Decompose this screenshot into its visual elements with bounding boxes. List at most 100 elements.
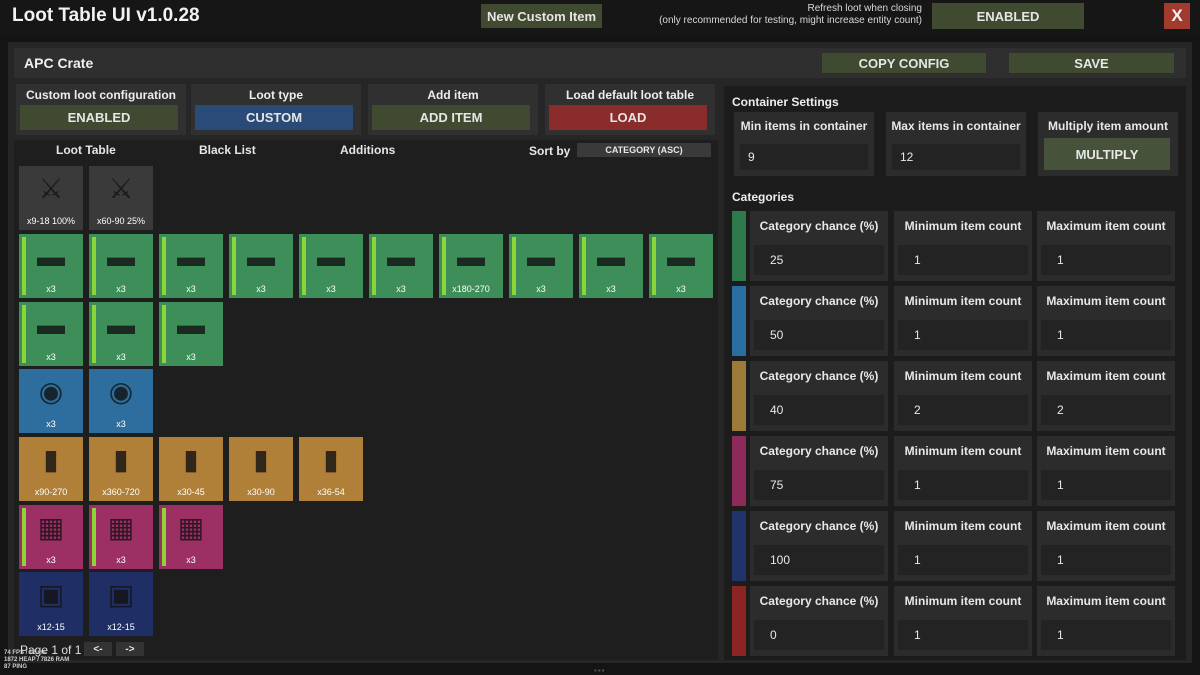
refresh-loot-toggle[interactable]: ENABLED — [932, 3, 1084, 29]
category-max-count-input[interactable]: 1 — [1041, 245, 1171, 275]
category-min-count-input[interactable]: 1 — [898, 545, 1028, 575]
item-tile[interactable]: ▣ x12-15 — [19, 572, 83, 636]
copy-config-button[interactable]: COPY CONFIG — [822, 53, 986, 73]
category-row: Category chance (%) 50 Minimum item count 1… — [732, 286, 1180, 356]
save-button[interactable]: SAVE — [1009, 53, 1174, 73]
category-max-count-cell: Maximum item count 1 — [1037, 511, 1175, 581]
item-tile[interactable]: ▬ x3 — [509, 234, 573, 298]
item-tile[interactable]: ▣ x12-15 — [89, 572, 153, 636]
item-tile[interactable]: ▬ x3 — [89, 302, 153, 366]
item-tile[interactable]: ▮ x90-270 — [19, 437, 83, 501]
category-chance-input[interactable]: 50 — [754, 320, 884, 350]
category-min-count-input[interactable]: 2 — [898, 395, 1028, 425]
category-min-count-input[interactable]: 1 — [898, 470, 1028, 500]
category-color-stripe — [732, 511, 746, 581]
enabled-indicator — [162, 237, 166, 295]
add-item-button[interactable]: ADD ITEM — [372, 105, 530, 130]
load-default-box: Load default loot table LOAD — [545, 84, 715, 135]
tab-black-list[interactable]: Black List — [199, 143, 256, 157]
category-color-stripe — [732, 211, 746, 281]
tab-additions[interactable]: Additions — [340, 143, 396, 157]
new-custom-item-button[interactable]: New Custom Item — [481, 4, 602, 28]
prev-page-button[interactable]: <- — [84, 642, 112, 656]
scope-icon: ◉ — [38, 376, 64, 407]
max-items-input[interactable]: 12 — [892, 144, 1020, 170]
item-tile[interactable]: ▬ x3 — [299, 234, 363, 298]
item-tile[interactable]: ▬ x3 — [579, 234, 643, 298]
category-color-stripe — [732, 436, 746, 506]
item-tile[interactable]: ▬ x3 — [159, 234, 223, 298]
loot-type-label: Loot type — [249, 88, 303, 102]
min-items-input[interactable]: 9 — [740, 144, 868, 170]
item-tile[interactable]: ▬ x3 — [19, 302, 83, 366]
category-chance-input[interactable]: 0 — [754, 620, 884, 650]
item-tile[interactable]: ▬ x3 — [89, 234, 153, 298]
category-min-count-input[interactable]: 1 — [898, 620, 1028, 650]
item-amount-label: x3 — [186, 555, 196, 565]
category-chance-input[interactable]: 100 — [754, 545, 884, 575]
category-chance-input[interactable]: 75 — [754, 470, 884, 500]
hunting-rifle-icon: ▬ — [37, 309, 65, 340]
enabled-indicator — [92, 508, 96, 566]
painted-rifle-icon: ▬ — [177, 309, 205, 340]
item-tile[interactable]: ▮ x30-45 — [159, 437, 223, 501]
category-row: Category chance (%) 100 Minimum item count… — [732, 511, 1180, 581]
category-max-count-cell: Maximum item count 1 — [1037, 211, 1175, 281]
resize-handle-icon[interactable]: ▪▪▪ — [594, 666, 606, 675]
grenade-launcher-icon: ▬ — [317, 241, 345, 272]
item-amount-label: x9-18 100% — [26, 216, 76, 226]
category-min-count-input[interactable]: 1 — [898, 245, 1028, 275]
item-tile[interactable]: ▦ x3 — [19, 505, 83, 569]
item-amount-label: x3 — [326, 284, 336, 294]
min-items-box: Min items in container 9 — [734, 112, 874, 176]
turret-icon: ▣ — [37, 579, 65, 610]
item-tile[interactable]: ▬ x3 — [229, 234, 293, 298]
refresh-loot-note: Refresh loot when closing (only recommen… — [640, 3, 922, 27]
category-max-count-input[interactable]: 1 — [1041, 545, 1171, 575]
close-button[interactable]: X — [1164, 3, 1190, 29]
loot-type-button[interactable]: CUSTOM — [195, 105, 353, 130]
item-amount-label: x30-45 — [177, 487, 205, 497]
item-amount-label: x3 — [46, 284, 56, 294]
item-tile[interactable]: ⚔ x9-18 100% — [19, 166, 83, 230]
next-page-button[interactable]: -> — [116, 642, 144, 656]
category-chance-input[interactable]: 25 — [754, 245, 884, 275]
item-tile[interactable]: ▬ x180-270 — [439, 234, 503, 298]
multiply-button[interactable]: MULTIPLY — [1044, 138, 1170, 170]
category-min-count-input[interactable]: 1 — [898, 320, 1028, 350]
load-default-button[interactable]: LOAD — [549, 105, 707, 130]
category-chance-input[interactable]: 40 — [754, 395, 884, 425]
item-tile[interactable]: ▬ x3 — [159, 302, 223, 366]
custom-loot-config-button[interactable]: ENABLED — [20, 105, 178, 130]
item-tile[interactable]: ▬ x3 — [369, 234, 433, 298]
item-tile[interactable]: ▦ x3 — [89, 505, 153, 569]
enabled-indicator — [162, 305, 166, 363]
item-tile[interactable]: ◉ x3 — [19, 369, 83, 433]
ak-rifle-icon: ▬ — [107, 309, 135, 340]
sort-select[interactable]: CATEGORY (ASC) — [577, 143, 711, 157]
item-tile[interactable]: ▮ x30-90 — [229, 437, 293, 501]
grenade-icon: ▮ — [323, 444, 339, 475]
category-max-count-input[interactable]: 1 — [1041, 320, 1171, 350]
tab-loot-table[interactable]: Loot Table — [56, 143, 116, 157]
sniper-rifle-icon: ▬ — [387, 241, 415, 272]
item-tile[interactable]: ▦ x3 — [159, 505, 223, 569]
item-tile[interactable]: ▬ x3 — [649, 234, 713, 298]
item-tile[interactable]: ◉ x3 — [89, 369, 153, 433]
rifle-icon: ▬ — [177, 241, 205, 272]
item-amount-label: x3 — [186, 284, 196, 294]
category-max-count-input[interactable]: 2 — [1041, 395, 1171, 425]
category-max-count-input[interactable]: 1 — [1041, 620, 1171, 650]
ammo-shell-icon: ▬ — [457, 241, 485, 272]
custom-loot-config-box: Custom loot configuration ENABLED — [16, 84, 186, 135]
item-tile[interactable]: ▮ x36-54 — [299, 437, 363, 501]
item-tile[interactable]: ⚔ x60-90 25% — [89, 166, 153, 230]
category-min-count-label: Minimum item count — [904, 519, 1022, 533]
enabled-indicator — [302, 237, 306, 295]
item-tile[interactable]: ▮ x360-720 — [89, 437, 153, 501]
category-min-count-label: Minimum item count — [904, 444, 1022, 458]
item-tile[interactable]: ▬ x3 — [19, 234, 83, 298]
category-max-count-input[interactable]: 1 — [1041, 470, 1171, 500]
category-max-count-cell: Maximum item count 1 — [1037, 436, 1175, 506]
enabled-indicator — [652, 237, 656, 295]
